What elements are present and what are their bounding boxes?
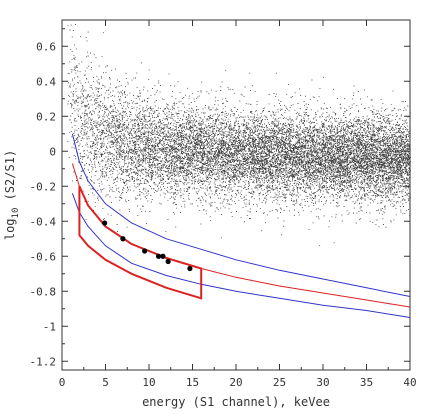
y-axis-ticks: 0.6 0.4 0.2 0 -0.2 -0.4 -0.6 -0.8 -1 -1.2	[30, 28, 410, 368]
y-tick-label: -0.8	[30, 285, 57, 298]
event-point-7	[187, 265, 193, 272]
x-tick-label: 10	[142, 376, 155, 389]
event-point-3	[142, 248, 148, 254]
x-tick-label: 35	[360, 376, 373, 389]
y-axis-title-rest: (S2/S1)	[3, 150, 17, 208]
event-point-2	[120, 236, 126, 242]
y-tick-label: 0.2	[36, 110, 56, 123]
event-point-4	[155, 253, 162, 259]
band-curve-1	[71, 133, 411, 297]
event-point-6	[165, 258, 171, 265]
acceptance-box	[78, 185, 203, 300]
y-tick-label: 0.6	[36, 40, 56, 53]
y-tick-label: -1.2	[30, 355, 57, 368]
x-tick-label: 30	[316, 376, 329, 389]
x-axis-ticks: 0 5 10 15 20 25 30 35 40	[59, 20, 417, 389]
background-event-cloud	[67, 24, 411, 247]
y-axis-title: log10 (S2/S1)	[3, 150, 21, 240]
y-tick-label: -0.2	[30, 180, 57, 193]
band-curve-3	[71, 193, 411, 318]
y-tick-label: 0.4	[36, 75, 56, 88]
y-tick-label: -0.4	[30, 215, 57, 228]
y-tick-label: -1	[43, 320, 56, 333]
x-tick-label: 0	[59, 376, 66, 389]
x-tick-label: 40	[403, 376, 416, 389]
y-tick-label: 0	[49, 145, 56, 158]
acceptance-box-outline	[78, 185, 203, 300]
event-point-5	[160, 253, 166, 259]
candidate-events	[102, 220, 193, 272]
y-tick-label: -0.6	[30, 250, 57, 263]
background-dots	[67, 24, 411, 247]
x-tick-label: 25	[273, 376, 286, 389]
x-tick-label: 5	[102, 376, 109, 389]
y-axis-title-subscript: 10	[11, 208, 21, 219]
event-point-1	[102, 220, 108, 226]
band-curve-2	[71, 163, 411, 308]
x-tick-label: 20	[229, 376, 242, 389]
x-axis-title: energy (S1 channel), keVee	[142, 395, 330, 409]
x-tick-label: 15	[186, 376, 199, 389]
y-axis-title-base: log	[3, 218, 17, 240]
